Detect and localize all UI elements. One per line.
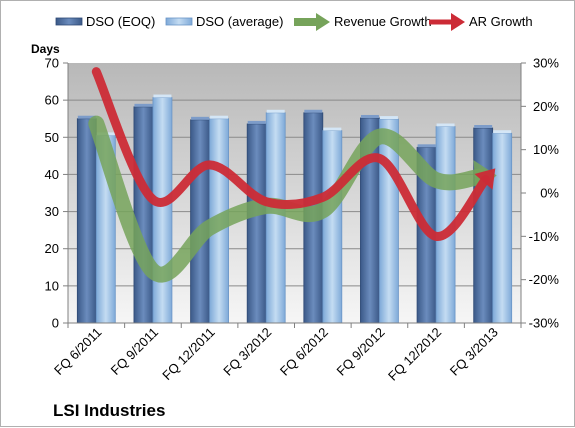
x-tick-label: FQ 3/2013	[447, 325, 501, 379]
bar-dso-eoq	[76, 118, 97, 324]
bar-top-cap	[191, 116, 210, 120]
bar-top-cap	[134, 103, 153, 107]
bar-dso-average	[265, 112, 286, 324]
bar-top-cap	[493, 130, 512, 134]
bar-top-cap	[266, 109, 285, 113]
bar-top-cap	[210, 115, 229, 119]
legend-swatch-dso-average	[165, 17, 193, 26]
y2-tick-label: 0%	[540, 186, 559, 201]
bar-dso-eoq	[133, 106, 154, 324]
legend-swatch-arrowhead	[451, 13, 465, 31]
x-tick-label: FQ 3/2012	[220, 325, 274, 379]
y2-tick-label: 20%	[533, 99, 559, 114]
bar-top-cap	[360, 114, 379, 118]
bar-top-cap	[247, 120, 266, 124]
x-tick-label: FQ 12/2012	[385, 325, 444, 384]
y-axis-title: Days	[31, 42, 60, 56]
y-tick-label: 60	[45, 93, 59, 108]
y-tick-label: 50	[45, 130, 59, 145]
bar-top-cap	[417, 144, 436, 148]
y-tick-label: 10	[45, 278, 59, 293]
y-tick-label: 0	[52, 316, 59, 331]
legend-label: DSO (average)	[196, 14, 283, 29]
x-tick-label: FQ 9/2011	[108, 325, 161, 378]
bar-top-cap	[379, 116, 398, 120]
bar-dso-average	[492, 132, 513, 324]
bar-top-cap	[153, 94, 172, 98]
lines-layer	[88, 67, 497, 283]
y2-tick-label: -30%	[529, 316, 560, 331]
y2-tick-label: -20%	[529, 272, 560, 287]
bar-top-cap	[77, 115, 96, 119]
bar-dso-average	[152, 97, 173, 324]
y2-tick-label: -10%	[529, 229, 560, 244]
bar-top-cap	[323, 127, 342, 131]
ar-growth-line	[91, 67, 491, 241]
y-tick-label: 20	[45, 241, 59, 256]
bar-dso-eoq	[473, 127, 494, 324]
bar-dso-average	[322, 130, 343, 324]
x-tick-label: FQ 6/2011	[51, 325, 104, 378]
legend-swatch-dso-eoq	[55, 17, 83, 26]
legend-swatch-arrowhead	[316, 13, 330, 31]
bar-dso-eoq	[246, 123, 267, 324]
bar-top-cap	[474, 125, 493, 128]
x-tick-label: FQ 9/2012	[334, 325, 388, 379]
bar-top-cap	[304, 109, 323, 113]
legend-label: Revenue Growth	[334, 14, 432, 29]
ar-growth-arrowhead	[474, 168, 496, 190]
legend-label: DSO (EOQ)	[86, 14, 155, 29]
y2-tick-label: 30%	[533, 56, 559, 71]
legend-label: AR Growth	[469, 14, 533, 29]
y-tick-label: 40	[45, 167, 59, 182]
legend: DSO (EOQ) DSO (average) Revenue Growth AR G…	[55, 13, 533, 31]
y-tick-label: 70	[45, 56, 59, 71]
x-tick-label: FQ 6/2012	[277, 325, 331, 379]
y-tick-label: 30	[45, 204, 59, 219]
y2-tick-label: 10%	[533, 142, 559, 157]
bar-top-cap	[436, 123, 455, 127]
company-title: LSI Industries	[53, 401, 165, 420]
x-tick-label: FQ 12/2011	[159, 325, 217, 383]
